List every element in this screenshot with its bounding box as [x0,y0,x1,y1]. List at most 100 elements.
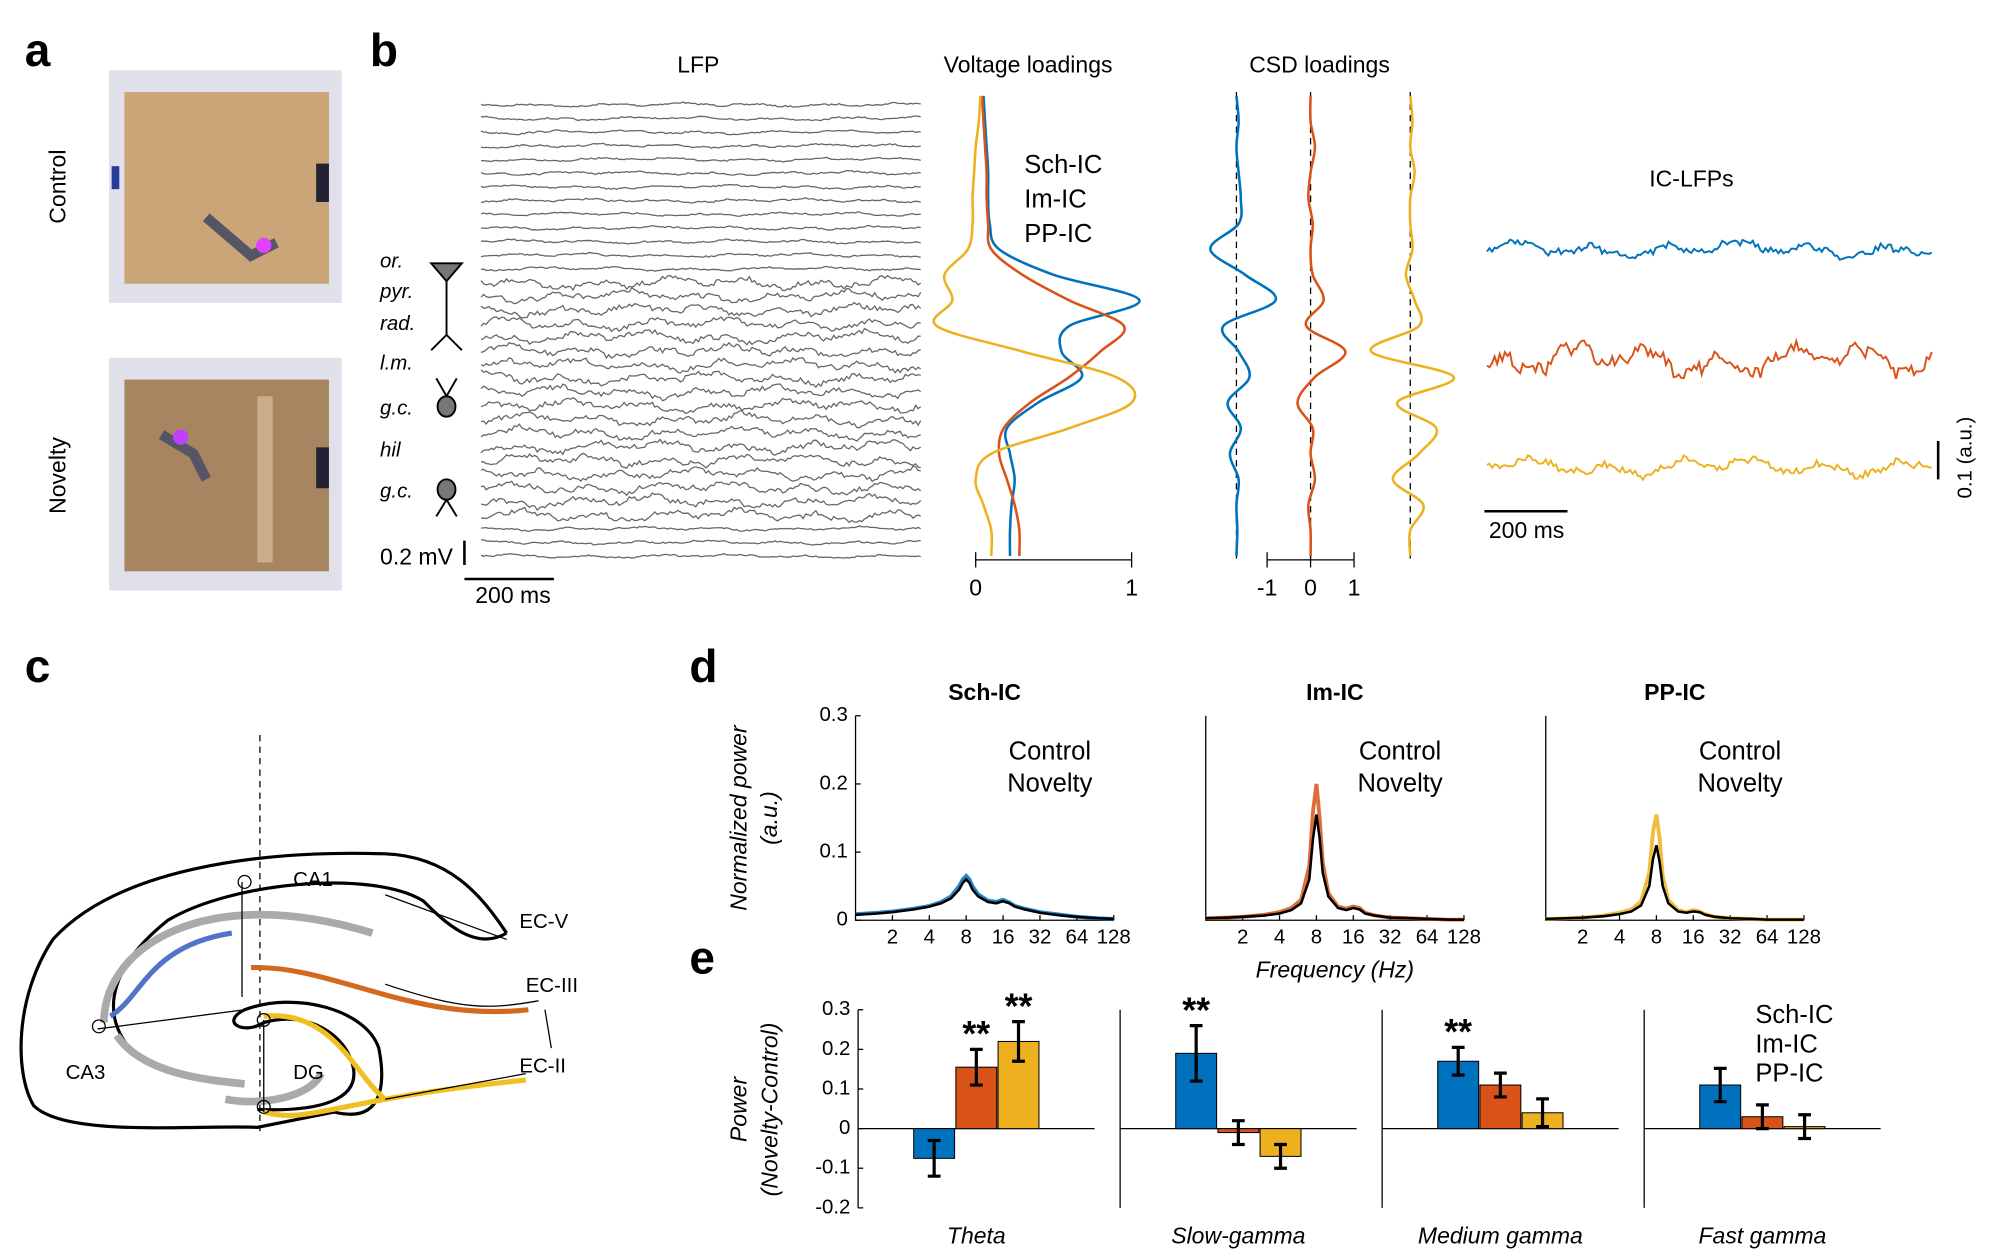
legend-entry: Novelty [1007,770,1092,798]
lfp-trace [480,327,921,346]
scale-bar [463,540,554,581]
legend-entry: Novelty [1357,770,1442,798]
x-tick-label: Medium gamma [1418,1222,1583,1248]
lfp-trace [480,169,921,177]
lfp-trace [481,115,921,122]
error-bar [1189,1024,1203,1083]
spectrum-line [1205,783,1464,922]
legend-entry: Im-IC [1755,1030,1817,1058]
neuron-icons [429,262,464,517]
error-bar [1713,1066,1727,1104]
x-tick-label: Fast gamma [1698,1222,1826,1248]
error-bar [1756,1103,1769,1131]
lfp-trace [480,465,921,483]
x-tick-label: Theta [947,1222,1006,1248]
lfp-trace [480,265,921,272]
lfp-trace [480,286,922,305]
x-tick-label: 64 [1416,926,1439,949]
panel-label: e [689,931,715,983]
lfp-trace [481,224,921,231]
lfp-trace [480,452,921,469]
y-axis-label: (Novelty-Control) [756,1023,782,1197]
region-label: CA3 [66,1061,106,1084]
x-tick-label: 2 [887,926,898,949]
chart-title: CSD loadings [1249,52,1390,78]
lfp-trace [480,301,922,319]
ic-lfp-trace [1486,454,1932,482]
x-tick-label: 128 [1097,926,1131,949]
significance: ** [1444,1012,1472,1052]
lfp-trace [480,129,921,136]
x-tick-label: 1 [1348,574,1361,600]
y-axis-label: Normalized power [726,724,752,911]
loading-line [932,95,1137,557]
layer-label: rad. [380,312,415,335]
lfp-trace [480,397,922,415]
x-tick-label: 4 [924,926,935,949]
panel-label: d [689,640,717,692]
csd-line [1296,95,1347,557]
error-bar [1274,1142,1287,1170]
lfp-trace [480,238,921,245]
scale-label: 200 ms [475,582,550,608]
ic-lfp-trace [1486,238,1933,261]
error-bar [1231,1119,1245,1147]
lfp-trace [480,480,922,497]
loading-line [982,95,1141,557]
spectrum-line [855,877,1114,921]
x-tick-label: 4 [1274,926,1285,949]
layer-label: g.c. [380,396,413,419]
layer-label: or. [380,249,403,272]
x-tick-label: 2 [1237,926,1248,949]
spectrum-line [1545,844,1804,921]
y-tick-label: 0 [839,1116,850,1139]
chart-title: PP-IC [1644,679,1705,705]
chart-title: Sch-IC [948,679,1021,705]
error-bar [1798,1113,1811,1141]
error-bar [1536,1097,1549,1129]
layer-label: pyr. [379,280,413,303]
y-tick-label: 0.3 [819,703,847,726]
x-tick-label: 64 [1065,926,1088,949]
lfp-trace [480,409,922,429]
axes [1205,715,1464,921]
region-label: CA1 [293,868,333,891]
lfp-trace [480,142,921,149]
loading-line [980,95,1126,557]
arena-photo [109,357,342,591]
lfp-trace [480,211,921,218]
x-tick-label: 8 [1311,926,1322,949]
ic-lfp-trace [1486,337,1933,380]
arena-photo [109,70,342,303]
y-tick-label: -0.2 [815,1195,850,1218]
region-label: EC-III [526,974,578,997]
y-axis-label: (a.u.) [756,791,782,845]
condition-label: Novelty [44,437,70,514]
panel-label: a [25,24,51,76]
legend-entry: Control [1009,738,1091,766]
legend-entry: Control [1699,738,1781,766]
region-label: EC-V [519,910,568,933]
lfp-trace [480,383,922,402]
lfp-trace [480,341,921,360]
x-tick-label: 1 [1125,574,1138,600]
lfp-trace [481,156,921,163]
lfp-trace [481,539,921,546]
lfp-trace [480,369,921,389]
panel-label: c [25,640,51,692]
error-bar [927,1138,941,1178]
layer-label: hil [380,439,401,462]
scale-label: 200 ms [1489,517,1564,543]
layer-label: l.m. [380,352,413,375]
layer-label: g.c. [380,480,413,503]
legend-entry: Im-IC [1024,185,1086,213]
error-bar [969,1047,983,1087]
axes [1545,715,1804,921]
x-tick-label: 2 [1577,926,1588,949]
csd-line [1209,95,1278,557]
lfp-trace [480,492,922,511]
x-tick-label: 0 [1304,574,1317,600]
y-tick-label: 0.1 [819,840,847,863]
